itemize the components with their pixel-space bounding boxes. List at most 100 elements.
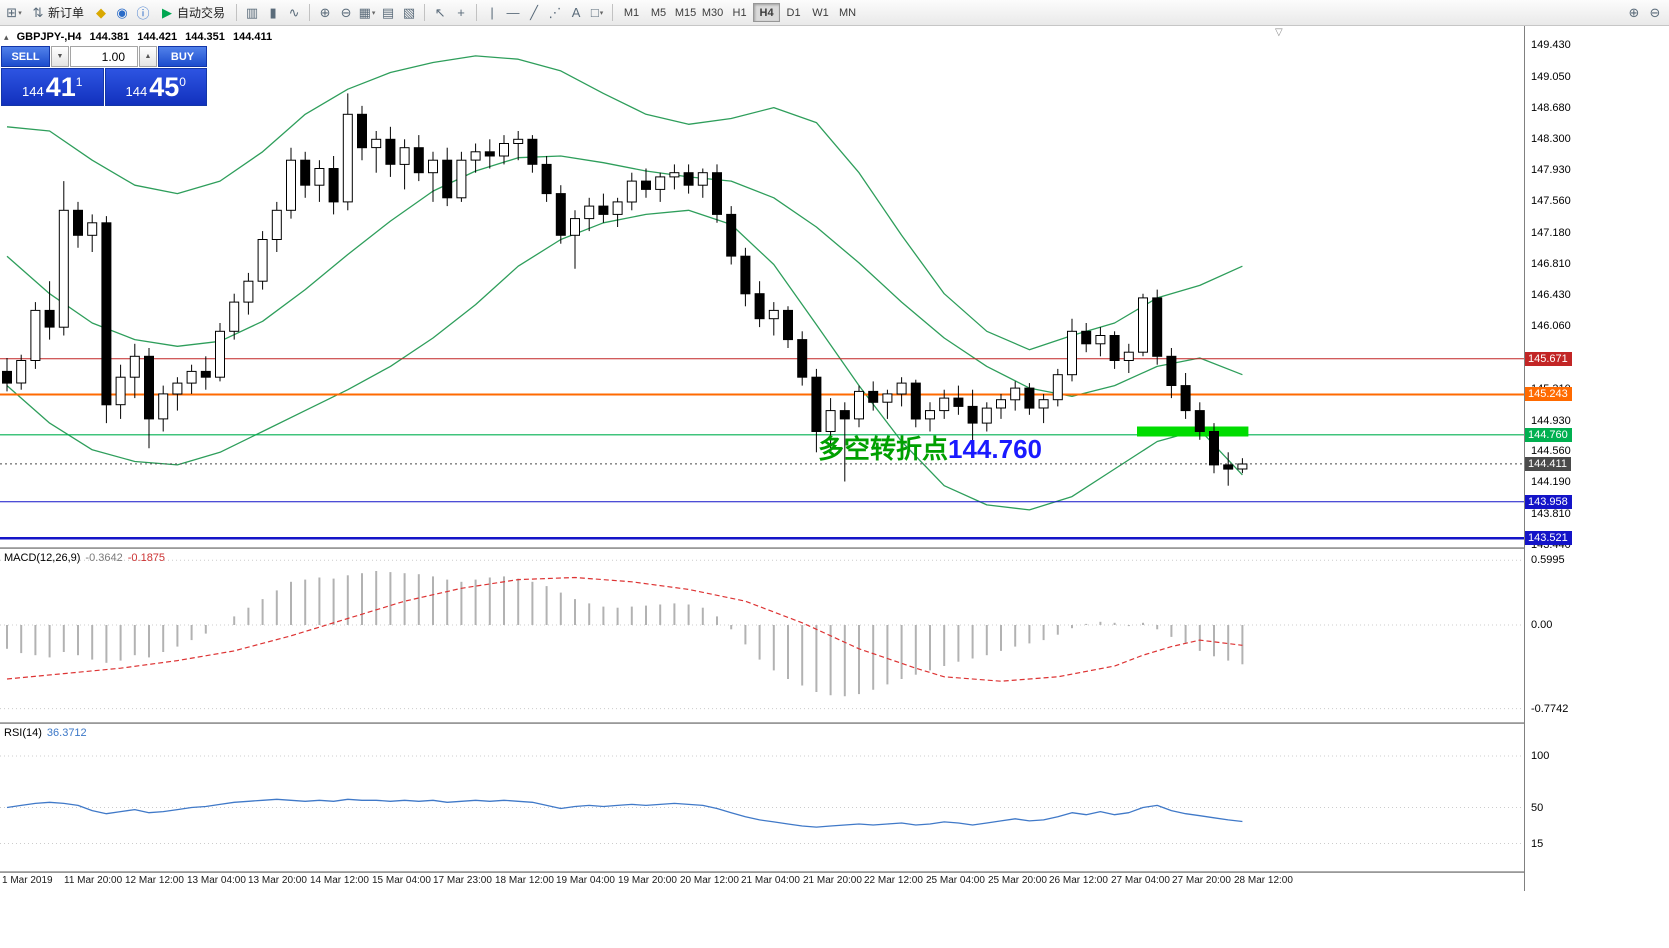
chart-bars-icon[interactable]: ▥	[245, 4, 259, 20]
zoom-out-icon[interactable]: ⊖	[340, 4, 352, 20]
volume-decrease-button[interactable]: ▼	[51, 46, 69, 67]
ohlc-high: 144.421	[137, 31, 178, 43]
market-watch-icon[interactable]: ◆	[96, 4, 107, 20]
new-order-button[interactable]: ⇅ 新订单	[25, 3, 90, 23]
candle-body	[428, 159, 438, 174]
price-axis-tick: 149.430	[1531, 39, 1571, 51]
volume-increase-button[interactable]: ▲	[139, 46, 157, 67]
chart-line-icon[interactable]: ∿	[288, 4, 300, 20]
candle-body	[1180, 385, 1191, 412]
cursor-icon[interactable]: ↖	[434, 4, 446, 20]
macd-label: MACD(12,26,9)	[4, 552, 81, 564]
time-axis-label: 11 Mar 20:00	[64, 875, 123, 886]
timeframe-button-m30[interactable]: M30	[701, 6, 724, 19]
fibonacci-tool-icon[interactable]: ⋰	[548, 4, 562, 20]
time-axis-label: 27 Mar 04:00	[1111, 875, 1170, 886]
one-click-trading-panel: SELL ▼ 1.00 ▲ BUY 144 41 1 144 45 0	[1, 46, 207, 106]
time-axis-label: 20 Mar 12:00	[680, 875, 739, 886]
time-axis-label: 12 Mar 12:00	[125, 875, 184, 886]
candle-body	[215, 330, 225, 378]
crosshair-icon[interactable]: +	[457, 5, 465, 20]
bollinger-lower-band[interactable]	[6, 209, 1243, 511]
price-axis-tick: 144.560	[1531, 445, 1571, 457]
timeframe-button-m15[interactable]: M15	[674, 6, 697, 19]
chevron-down-icon: ▾	[18, 9, 22, 17]
vertical-line-tool-icon[interactable]: |	[490, 5, 494, 20]
timeframe-button-m5[interactable]: M5	[650, 6, 667, 19]
timeframe-button-m1[interactable]: M1	[623, 6, 640, 19]
timeframe-button-h4[interactable]: H4	[753, 3, 781, 22]
navigator-icon[interactable]: ⓘ	[136, 6, 150, 21]
toolbar-separator	[309, 4, 311, 21]
panel-separator[interactable]	[0, 722, 1669, 724]
turning-point-annotation[interactable]: 多空转折点144.760	[818, 429, 1042, 466]
price-axis-tick: 148.300	[1531, 133, 1571, 145]
candle-body	[158, 393, 169, 420]
macd-panel-chart[interactable]	[0, 549, 1524, 722]
candle-body	[30, 309, 41, 361]
cascade-windows-icon[interactable]: ▧	[402, 4, 416, 20]
candle-body	[385, 138, 396, 165]
candle-body	[882, 393, 893, 403]
candle-body	[697, 172, 708, 186]
ohlc-low: 144.351	[185, 31, 225, 43]
price-axis-tick: 147.560	[1531, 195, 1571, 207]
time-axis-label: 22 Mar 12:00	[864, 875, 923, 886]
macd-axis-label: 0.00	[1531, 619, 1553, 631]
toolbar-separator	[476, 4, 478, 21]
bid-price-button[interactable]: 144 41 1	[1, 68, 104, 106]
annotation-text: 多空转折点	[818, 434, 949, 464]
time-axis-label: 17 Mar 23:00	[433, 875, 492, 886]
autotrading-button[interactable]: ▶ 自动交易	[154, 3, 231, 23]
panel-separator[interactable]	[0, 547, 1669, 549]
sell-button[interactable]: SELL	[1, 46, 50, 67]
candle-body	[825, 410, 836, 433]
toolbar-separator	[236, 4, 238, 21]
candle-body	[1109, 335, 1120, 361]
candle-body	[342, 113, 353, 203]
timeframe-button-w1[interactable]: W1	[812, 6, 829, 19]
candle-body	[172, 382, 183, 395]
price-axis-tick: 148.680	[1531, 102, 1571, 114]
tile-windows-icon[interactable]: ▦ ▾	[357, 3, 377, 23]
candle-body	[896, 382, 907, 395]
time-axis-label: 25 Mar 04:00	[926, 875, 985, 886]
candle-body	[555, 193, 566, 236]
trendline-tool-icon[interactable]: ╱	[530, 4, 538, 20]
buy-button[interactable]: BUY	[158, 46, 207, 67]
arrange-windows-icon[interactable]: ▤	[381, 4, 395, 20]
chart-candles-icon[interactable]: ▮	[269, 4, 277, 20]
candle-body	[371, 138, 382, 149]
chart-shift-marker[interactable]: ▽	[1275, 27, 1283, 38]
price-chart[interactable]	[0, 26, 1524, 547]
candle-body	[286, 159, 296, 211]
rsi-panel-chart[interactable]	[0, 724, 1524, 871]
candle-body	[271, 209, 282, 241]
candle-body	[1123, 351, 1134, 362]
new-chart-icon[interactable]: ⊞ ▾	[4, 3, 24, 23]
timeframe-button-mn[interactable]: MN	[838, 6, 857, 19]
timeframe-button-d1[interactable]: D1	[786, 6, 801, 19]
ask-price-button[interactable]: 144 45 0	[104, 68, 207, 106]
candle-body	[186, 370, 197, 384]
bollinger-middle-band[interactable]	[6, 155, 1243, 398]
panel-separator[interactable]	[0, 871, 1669, 873]
horizontal-line-tool-icon[interactable]: —	[506, 5, 520, 20]
macd-signal-line	[6, 576, 1243, 682]
volume-input[interactable]: 1.00	[70, 46, 138, 67]
bollinger-upper-band[interactable]	[6, 55, 1243, 351]
timeframe-button-h1[interactable]: H1	[732, 6, 747, 19]
turning-point-highlight[interactable]	[1137, 426, 1249, 437]
magnifier-minus-icon[interactable]: ⊖	[1649, 4, 1661, 20]
candle-body	[1095, 335, 1106, 345]
candle-body	[1209, 431, 1219, 466]
time-axis-label: 1 Mar 2019	[2, 875, 53, 886]
text-tool-icon[interactable]: A	[571, 5, 581, 20]
magnifier-plus-icon[interactable]: ⊕	[1628, 4, 1640, 20]
data-window-icon[interactable]: ◉	[116, 4, 128, 20]
candle-body	[101, 222, 112, 406]
bid-sup: 1	[75, 75, 83, 89]
candle-body	[754, 293, 765, 320]
zoom-in-icon[interactable]: ⊕	[319, 4, 331, 20]
shapes-tool-icon[interactable]: □ ▾	[587, 3, 607, 23]
